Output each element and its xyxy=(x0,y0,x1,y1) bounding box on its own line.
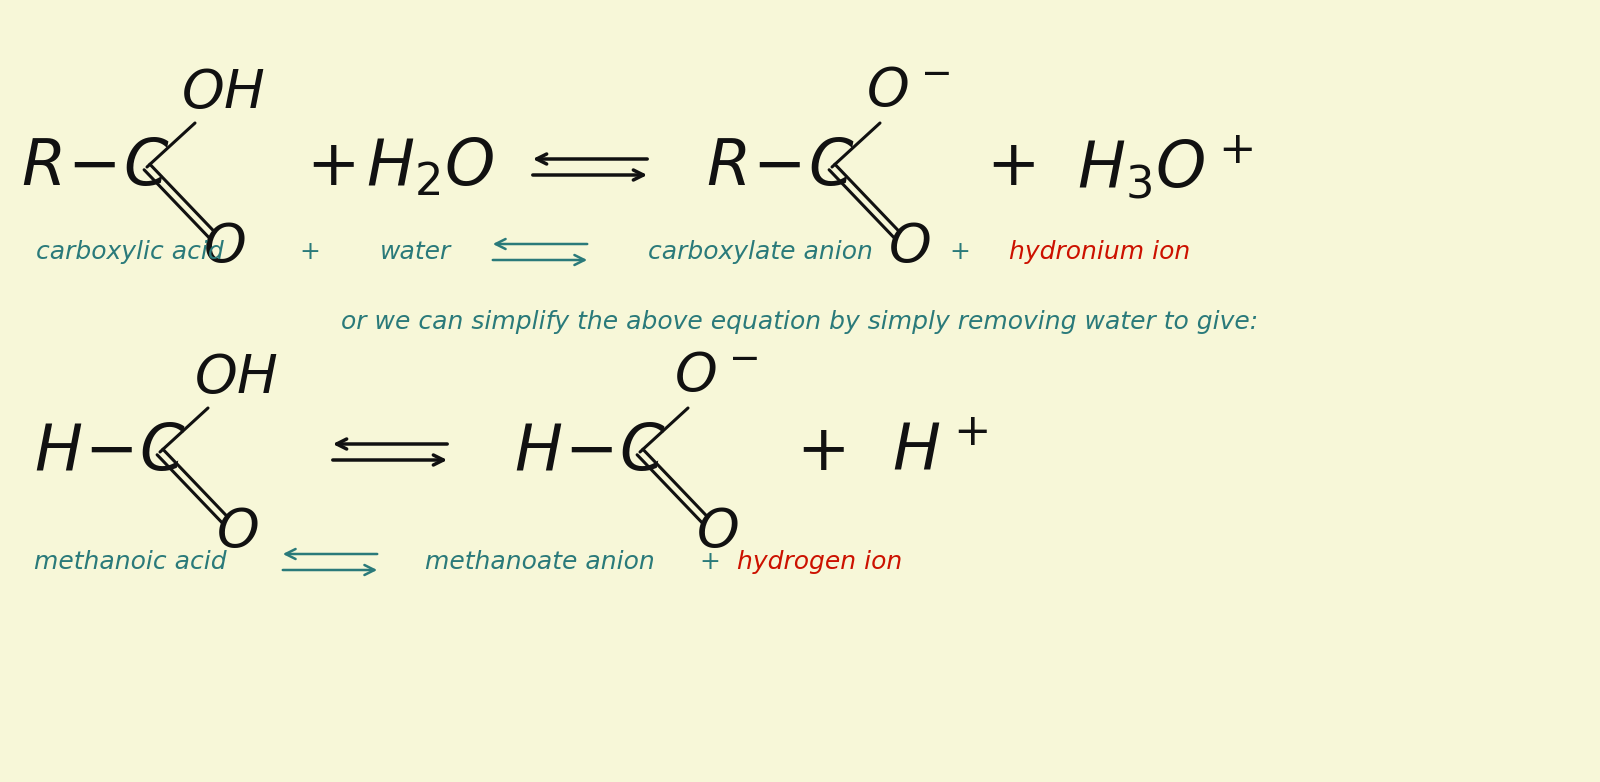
Text: $O$: $O$ xyxy=(696,506,738,558)
Text: $OH$: $OH$ xyxy=(181,67,266,119)
Text: $+$: $+$ xyxy=(306,136,354,198)
Text: $O$: $O$ xyxy=(216,506,258,558)
Text: $OH$: $OH$ xyxy=(194,352,278,404)
Text: $+$: $+$ xyxy=(795,421,845,483)
Text: $R\!-\!C$: $R\!-\!C$ xyxy=(21,136,170,198)
Text: $O$: $O$ xyxy=(888,221,930,273)
Text: $H^+$: $H^+$ xyxy=(891,421,989,483)
Text: +: + xyxy=(299,240,320,264)
Text: $R\!-\!C$: $R\!-\!C$ xyxy=(706,136,854,198)
Text: $H_2O$: $H_2O$ xyxy=(366,136,494,199)
Text: water: water xyxy=(379,240,451,264)
Text: $H\!-\!C$: $H\!-\!C$ xyxy=(34,421,186,483)
Text: +: + xyxy=(699,550,720,574)
Text: hydrogen ion: hydrogen ion xyxy=(738,550,902,574)
Text: hydronium ion: hydronium ion xyxy=(1010,240,1190,264)
Text: $O$: $O$ xyxy=(203,221,245,273)
Text: methanoate anion: methanoate anion xyxy=(426,550,654,574)
Text: $H_3O^+$: $H_3O^+$ xyxy=(1077,134,1253,201)
Text: $O^-$: $O^-$ xyxy=(866,65,950,117)
Text: $O^-$: $O^-$ xyxy=(674,350,758,402)
Text: methanoic acid: methanoic acid xyxy=(34,550,226,574)
Text: or we can simplify the above equation by simply removing water to give:: or we can simplify the above equation by… xyxy=(341,310,1259,334)
Text: $+$: $+$ xyxy=(986,136,1034,198)
Text: +: + xyxy=(949,240,971,264)
Text: carboxylate anion: carboxylate anion xyxy=(648,240,872,264)
Text: $H\!-\!C$: $H\!-\!C$ xyxy=(514,421,666,483)
Text: carboxylic acid: carboxylic acid xyxy=(37,240,224,264)
